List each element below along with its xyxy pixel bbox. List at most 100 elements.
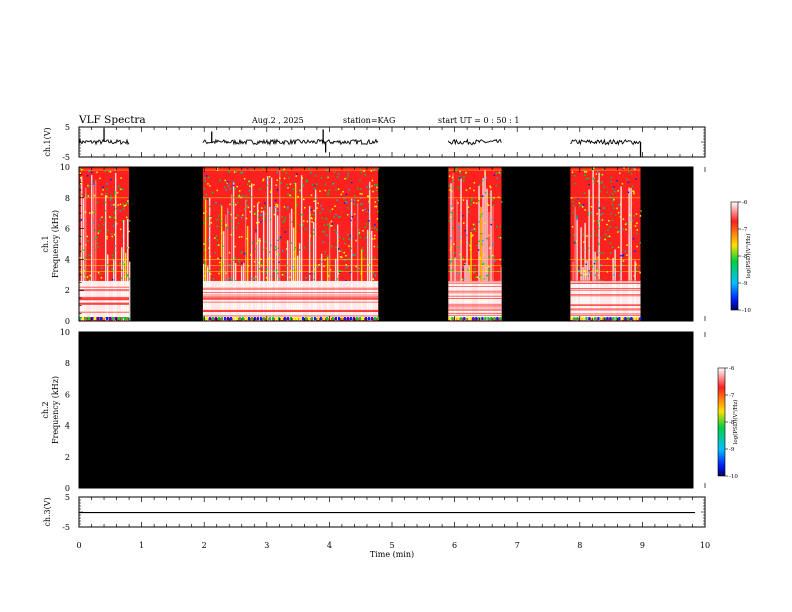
spectrogram-pixel xyxy=(239,172,242,174)
spectrogram-pixel xyxy=(311,217,313,220)
spectrogram-pixel xyxy=(257,210,259,212)
spectrogram-pixel xyxy=(218,244,220,246)
spectrogram-pixel xyxy=(606,257,609,260)
spectrogram-pixel xyxy=(253,260,256,263)
spectrogram-pixel xyxy=(459,170,461,173)
spectrogram-pixel xyxy=(452,227,454,229)
spectrogram-pixel xyxy=(494,260,496,262)
spectrogram-pixel xyxy=(251,242,254,245)
spectrogram-pixel xyxy=(275,203,277,206)
ch2-colorbar-label: log(PSD)(V²/Hz) xyxy=(732,400,739,445)
spectrogram-pixel xyxy=(276,206,279,208)
spectrogram-pixel xyxy=(488,270,490,272)
spectrogram-pixel xyxy=(111,254,114,256)
spectrogram-pixel xyxy=(457,202,459,204)
spectrogram-pixel xyxy=(602,212,604,215)
spectrogram-pixel xyxy=(496,177,498,180)
spectrogram-pixel xyxy=(360,171,363,174)
spectrogram-pixel xyxy=(621,317,624,320)
spectrogram-pixel xyxy=(371,238,374,240)
spectrogram-pixel xyxy=(465,189,468,191)
spectrogram-pixel xyxy=(323,231,326,233)
spectrogram-pixel xyxy=(325,218,328,220)
spectrogram-pixel xyxy=(83,270,85,272)
spectrogram-pixel xyxy=(295,317,298,320)
spectrogram-pixel xyxy=(212,277,215,280)
spectrogram-pixel xyxy=(493,174,496,176)
spectrogram-pixel xyxy=(331,223,334,225)
spectrogram-pixel xyxy=(597,207,600,209)
spectrogram-pixel xyxy=(348,189,350,191)
spectrogram-pixel xyxy=(278,238,281,240)
spectrogram-pixel xyxy=(576,216,578,219)
spectrogram-pixel xyxy=(99,229,101,232)
spectrogram-pixel xyxy=(629,214,631,216)
spectrogram-pixel xyxy=(111,235,113,238)
spectrogram-pixel xyxy=(449,261,452,264)
spectrogram-pixel xyxy=(474,271,476,273)
spectrogram-pixel xyxy=(208,269,211,272)
spectrogram-pixel xyxy=(610,212,612,215)
spectrogram-pixel xyxy=(578,269,580,272)
spectrogram-pixel xyxy=(357,187,359,190)
spectrogram-streak xyxy=(314,189,317,321)
spectrogram-pixel xyxy=(205,218,208,220)
spectrogram-pixel xyxy=(457,272,459,274)
spectrogram-pixel xyxy=(311,221,313,223)
spectrogram-pixel xyxy=(628,170,630,173)
spectrogram-pixel xyxy=(580,274,582,277)
spectrogram-pixel xyxy=(489,247,491,249)
spectrogram-pixel xyxy=(618,230,621,232)
spectrogram-pixel xyxy=(121,220,124,222)
spectrogram-pixel xyxy=(597,201,599,203)
spectrogram-pixel xyxy=(226,226,229,229)
spectrogram-pixel xyxy=(590,235,593,237)
colorbar-tick-label: -9 xyxy=(729,447,735,453)
spectrogram-pixel xyxy=(630,221,632,223)
spectrogram-streak xyxy=(620,186,622,321)
spectrogram-pixel xyxy=(257,239,260,242)
spectrogram-pixel xyxy=(326,175,329,178)
spectrogram-pixel xyxy=(258,221,260,224)
spectrogram-pixel xyxy=(253,278,255,280)
spectrogram-pixel xyxy=(86,175,89,177)
spectrogram-pixel xyxy=(584,174,586,176)
spectrogram-pixel xyxy=(448,220,451,222)
spectrogram-pixel xyxy=(296,173,298,175)
spectrogram-pixel xyxy=(270,190,272,192)
spectrogram-pixel xyxy=(253,317,256,320)
spectrogram-pixel xyxy=(636,270,638,272)
spectrogram-pixel xyxy=(210,217,212,219)
spectrogram-pixel xyxy=(316,207,318,209)
spectrogram-pixel xyxy=(358,267,360,270)
spectrogram-pixel xyxy=(127,246,130,249)
spectrogram-pixel xyxy=(359,179,361,182)
spectrogram-pixel xyxy=(214,317,217,320)
spectrogram-pixel xyxy=(454,252,456,254)
spectrogram-pixel xyxy=(313,187,316,190)
spectrogram-pixel xyxy=(91,317,93,320)
spectrogram-pixel xyxy=(277,247,279,250)
spectrogram-pixel xyxy=(615,226,618,229)
spectrogram-pixel xyxy=(470,203,472,206)
spectrogram-pixel xyxy=(571,226,574,228)
spectrogram-pixel xyxy=(600,264,603,266)
spectrogram-streak xyxy=(258,237,261,321)
spectrogram-pixel xyxy=(283,168,286,171)
spectrogram-pixel xyxy=(278,254,281,256)
spectrogram-pixel xyxy=(463,222,465,224)
spectrogram-pixel xyxy=(585,273,587,276)
spectrogram-pixel xyxy=(604,238,606,241)
spectrogram-pixel xyxy=(238,236,241,238)
spectrogram-pixel xyxy=(89,274,92,277)
spectrogram-pixel xyxy=(208,247,210,249)
spectrogram-pixel xyxy=(579,317,582,320)
spectrogram-pixel xyxy=(376,217,379,220)
spectrogram-pixel xyxy=(126,247,129,249)
spectrogram-pixel xyxy=(296,204,299,206)
ch1-spectrogram-image xyxy=(79,167,642,321)
spectrogram-pixel xyxy=(94,183,96,186)
spectrogram-pixel xyxy=(376,317,379,320)
spectrogram-pixel xyxy=(127,202,130,205)
spectrogram-pixel xyxy=(262,317,265,320)
